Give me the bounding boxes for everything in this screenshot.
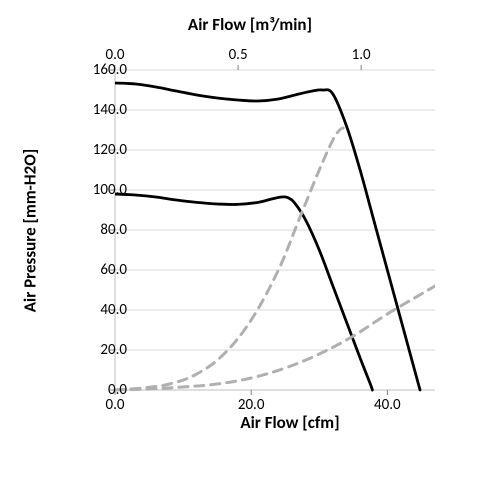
tick-label: 60.0 <box>27 261 127 279</box>
tick-label: 40.0 <box>27 301 127 319</box>
curve-high-dashed <box>115 128 343 390</box>
tick-label: 1.0 <box>311 46 411 64</box>
tick-label: 0.0 <box>65 396 165 414</box>
tick-label: 0.0 <box>65 46 165 64</box>
tick-label: 20.0 <box>27 341 127 359</box>
curve-high-solid <box>115 83 420 390</box>
tick-label: 140.0 <box>27 101 127 119</box>
tick-label: 80.0 <box>27 221 127 239</box>
tick-label: 120.0 <box>27 141 127 159</box>
curve-low-solid <box>115 194 372 390</box>
curve-low-dashed <box>115 286 435 390</box>
tick-label: 20.0 <box>201 396 301 414</box>
tick-label: 100.0 <box>27 181 127 199</box>
tick-label: 40.0 <box>337 396 437 414</box>
tick-label: 0.5 <box>188 46 288 64</box>
chart-container: Air Flow [m³/min] Air Flow [cfm] Air Pre… <box>0 0 500 500</box>
